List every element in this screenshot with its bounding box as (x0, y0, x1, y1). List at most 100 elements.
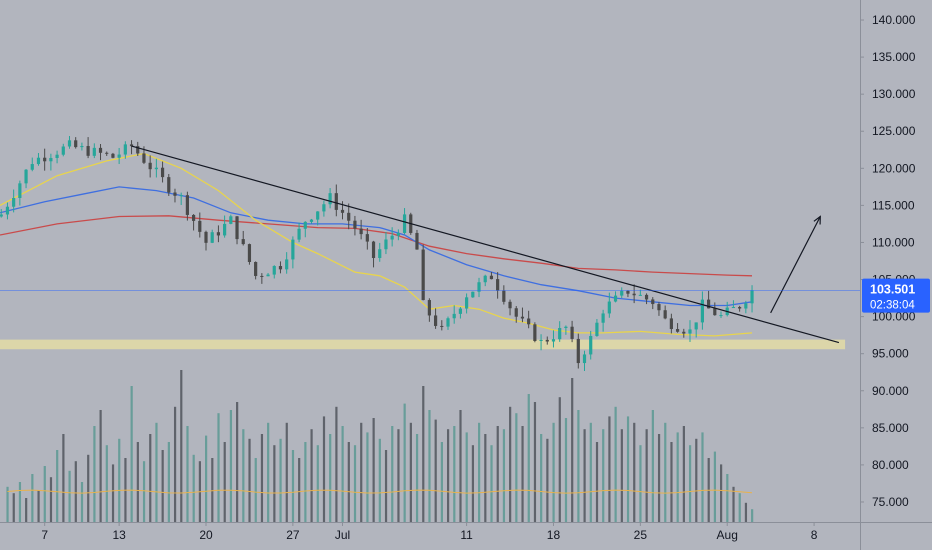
candle-body (359, 228, 363, 235)
volume-bar (322, 416, 326, 522)
candle-body (291, 239, 295, 260)
time-tick-label: 11 (460, 528, 473, 542)
volume-bar (453, 426, 456, 522)
volume-bar (676, 432, 679, 522)
volume-bar (192, 454, 195, 522)
price-tick-label: 135.000 (872, 50, 916, 64)
candle-body (247, 244, 252, 262)
volume-bar (701, 432, 704, 522)
price-tick-label: 85.000 (872, 421, 909, 435)
volume-bar (37, 490, 40, 522)
candle-body (272, 266, 276, 275)
candle-body (607, 301, 611, 314)
time-tick-label: 27 (286, 528, 300, 542)
volume-bar (316, 445, 319, 522)
volume-bar (478, 422, 481, 522)
candle-body (278, 266, 283, 270)
volume-bar (465, 432, 468, 522)
projection-arrow-line (770, 216, 821, 314)
volume-bar (291, 450, 295, 522)
candle-body (322, 204, 326, 212)
volume-bar (533, 402, 537, 522)
price-tick-label: 100.000 (872, 310, 916, 324)
volume-bar (372, 418, 375, 522)
candle-body (384, 239, 388, 250)
volume-bar (682, 426, 685, 522)
candle-body (421, 249, 425, 301)
time-tick-label: 18 (547, 528, 561, 542)
volume-bar (378, 438, 381, 522)
candle-body (86, 146, 90, 156)
candle-body (551, 339, 556, 342)
candle-body (570, 326, 574, 339)
candle-body (173, 192, 177, 196)
volume-bar (415, 434, 419, 522)
candle-body (223, 223, 227, 236)
candle-body (508, 301, 512, 309)
candle-body (309, 219, 314, 222)
volume-bar (595, 442, 599, 522)
volume-bar (626, 416, 630, 522)
candle-body (353, 220, 357, 229)
volume-bar (242, 429, 245, 522)
last-price-badge (862, 278, 930, 313)
candle-body (458, 308, 463, 314)
volume-bar (12, 493, 15, 522)
candle-body (651, 299, 655, 305)
support-zone (0, 339, 846, 350)
countdown-timer: 02:38:04 (870, 300, 915, 312)
volume-bar (602, 429, 605, 522)
candle-body (657, 304, 661, 311)
volume-bar (546, 438, 549, 522)
candle-body (738, 307, 742, 309)
volume-bar (490, 445, 493, 522)
volume-bar (111, 464, 115, 522)
annotations-layer (0, 145, 860, 344)
candle-body (700, 299, 704, 323)
time-tick-label: 25 (634, 528, 648, 542)
volume-bar (254, 458, 257, 522)
candle-body (477, 282, 481, 292)
candle-body (378, 249, 382, 259)
candle-body (527, 318, 531, 325)
price-tick-label: 120.000 (872, 161, 916, 175)
candle-body (427, 300, 431, 316)
candle-body (489, 275, 494, 280)
candle-body (5, 206, 10, 215)
candle-body (117, 154, 121, 158)
volume-bar (446, 429, 450, 522)
volume-bar (31, 474, 34, 522)
candle-body (731, 307, 736, 309)
candle-body (390, 235, 394, 240)
candle-body (601, 313, 605, 323)
volume-bar (527, 394, 530, 522)
candle-body (24, 169, 28, 184)
volume-bar (614, 406, 617, 522)
volume-bar (564, 418, 568, 522)
candle-body (316, 211, 320, 220)
candle-body (285, 259, 289, 270)
candle-body (55, 154, 59, 158)
price-tick-label: 75.000 (872, 495, 909, 509)
volume-bar (471, 445, 475, 522)
candle-body (520, 316, 525, 319)
candle-body (564, 326, 568, 328)
candle-body (179, 195, 183, 197)
time-tick-label: 20 (199, 528, 213, 542)
price-tick-label: 90.000 (872, 384, 909, 398)
candle-body (167, 177, 171, 193)
candle-body (303, 221, 307, 229)
volume-bar (670, 442, 673, 522)
volume-bar (384, 450, 388, 522)
volume-bar (49, 477, 53, 522)
candle-body (440, 325, 444, 327)
candle-body (216, 232, 221, 236)
candle-body (682, 331, 686, 334)
candle-body (111, 153, 115, 158)
candle-body (129, 144, 134, 147)
candle-body (371, 241, 376, 259)
volume-bar (260, 434, 264, 522)
volume-bar (236, 402, 239, 522)
volume-bar (657, 434, 661, 522)
